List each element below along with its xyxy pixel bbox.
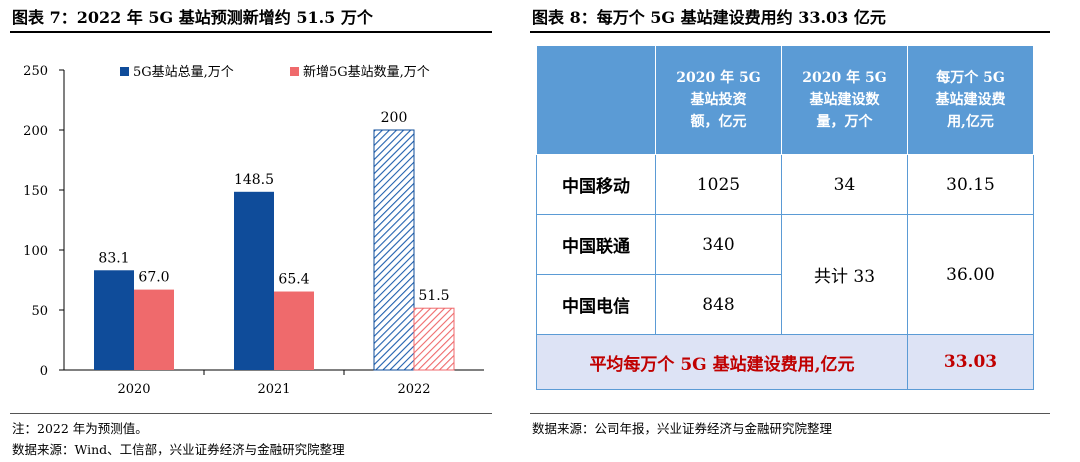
invest-unicom: 340 — [655, 214, 782, 275]
data-label: 148.5 — [234, 172, 274, 188]
x-tick-label: 2021 — [257, 382, 290, 397]
row-name-unicom: 中国联通 — [536, 214, 656, 275]
bar-total — [234, 191, 274, 370]
legend-label-total: 5G基站总量,万个 — [133, 65, 234, 80]
invest-telecom: 848 — [655, 274, 782, 335]
y-tick-label: 150 — [23, 184, 48, 199]
y-tick-label: 50 — [31, 304, 48, 319]
right-title-rule — [530, 31, 1050, 33]
y-tick-label: 250 — [23, 64, 48, 79]
bar-total — [373, 129, 415, 371]
table-panel: 2020 年 5G 基站投资 额，亿元 2020 年 5G 基站建设数 量，万个 每万个… — [536, 45, 1034, 390]
cost-cmcc: 30.15 — [907, 154, 1034, 215]
y-tick-label: 200 — [23, 124, 48, 139]
row-name-cmcc: 中国移动 — [536, 154, 656, 215]
x-tick-label: 2022 — [397, 382, 430, 397]
data-label: 83.1 — [98, 250, 129, 266]
row-name-telecom: 中国电信 — [536, 274, 656, 335]
invest-cmcc: 1025 — [655, 154, 782, 215]
bar-chart: 0 50 100 150 200 250 2020 2021 2022 83.1 67.0 148.… — [23, 64, 484, 397]
count-merged: 共计 33 — [781, 214, 908, 335]
footer-value: 33.03 — [907, 334, 1034, 390]
header-investment-text: 2020 年 5G 基站投资 额，亿元 — [676, 70, 761, 130]
data-label: 67.0 — [138, 270, 169, 286]
data-label: 65.4 — [278, 272, 309, 288]
left-title-rule — [10, 31, 492, 33]
legend-swatch-total — [120, 67, 129, 76]
left-bottom-rule — [10, 413, 492, 414]
data-label: 51.5 — [418, 288, 449, 304]
chart-title: 图表 7：2022 年 5G 基站预测新增约 51.5 万个 — [12, 8, 373, 27]
header-cell-cost: 每万个 5G 基站建设费 用,亿元 — [907, 45, 1034, 155]
bar-new — [413, 307, 455, 371]
table-source: 数据来源：公司年报，兴业证券经济与金融研究院整理 — [532, 421, 833, 436]
bar-total — [94, 270, 134, 370]
y-tick-label: 100 — [23, 244, 48, 259]
chart-note: 注：2022 年为预测值。 — [12, 421, 148, 436]
header-cost-text: 每万个 5G 基站建设费 用,亿元 — [935, 70, 1006, 130]
cost-merged: 36.00 — [907, 214, 1034, 335]
header-count-text: 2020 年 5G 基站建设数 量，万个 — [802, 70, 887, 130]
header-cell-blank — [536, 45, 656, 155]
chart-source: 数据来源：Wind、工信部，兴业证券经济与金融研究院整理 — [12, 442, 345, 457]
count-cmcc: 34 — [781, 154, 908, 215]
x-tick-label: 2020 — [117, 382, 150, 397]
table-title: 图表 8：每万个 5G 基站建设费用约 33.03 亿元 — [532, 8, 886, 27]
bar-new — [134, 289, 174, 370]
data-label: 200 — [381, 110, 408, 126]
legend-swatch-new — [290, 67, 299, 76]
right-bottom-rule — [530, 413, 1050, 414]
bar-new — [274, 291, 314, 370]
cost-table: 2020 年 5G 基站投资 额，亿元 2020 年 5G 基站建设数 量，万个 每万个… — [536, 45, 1034, 390]
legend-label-new: 新增5G基站数量,万个 — [303, 64, 430, 80]
header-cell-investment: 2020 年 5G 基站投资 额，亿元 — [655, 45, 782, 155]
header-cell-count: 2020 年 5G 基站建设数 量，万个 — [781, 45, 908, 155]
footer-label: 平均每万个 5G 基站建设费用,亿元 — [536, 334, 908, 390]
y-tick-label: 0 — [40, 364, 48, 379]
